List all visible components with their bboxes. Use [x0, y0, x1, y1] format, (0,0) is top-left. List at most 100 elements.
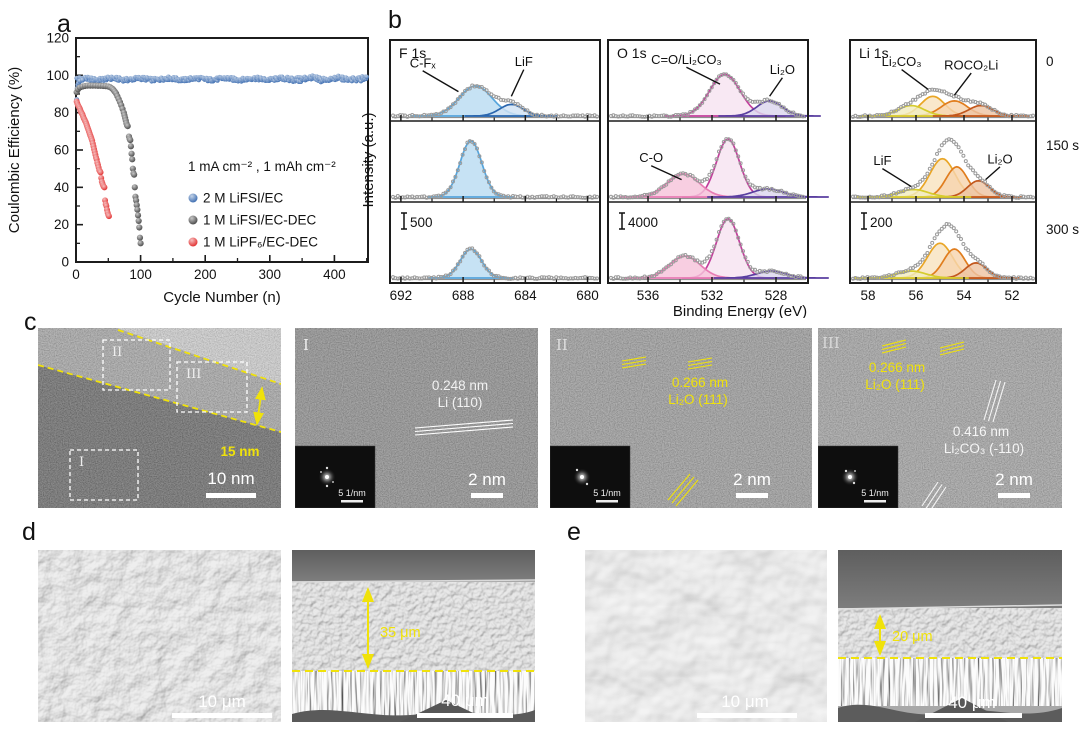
peak-annotation: Li₂CO₃ [882, 54, 922, 69]
svg-text:200: 200 [194, 267, 217, 282]
svg-text:52: 52 [1004, 288, 1019, 303]
scale-bar-label: 40 μm [948, 693, 996, 712]
svg-text:100: 100 [46, 68, 69, 83]
scale-bar-label: 2 nm [995, 470, 1033, 489]
svg-text:680: 680 [576, 288, 599, 303]
thickness-label: 20 μm [892, 629, 933, 645]
region-tag-i: I [79, 455, 84, 470]
columnar-band [838, 658, 1062, 706]
hrtem-region-i-image: I 0.248 nm Li (110) 5 1/nm 2 nm [295, 328, 538, 508]
svg-text:56: 56 [908, 288, 923, 303]
scale-bar-label: 10 μm [721, 692, 769, 711]
x-axis-label: Binding Energy (eV) [673, 303, 807, 318]
region-tag-iii: III [186, 367, 201, 382]
svg-text:400: 400 [323, 267, 346, 282]
sem-surface-e-image: 10 μm [585, 550, 827, 722]
deposit-band [292, 582, 535, 671]
scale-bar-label: 10 μm [198, 692, 246, 711]
svg-text:692: 692 [390, 288, 413, 303]
test-condition-annotation: 1 mA cm⁻² , 1 mAh cm⁻² [188, 159, 336, 174]
peak-annotation: LiF [515, 54, 533, 69]
svg-text:688: 688 [452, 288, 475, 303]
scale-bar-label: 40 μm [441, 691, 489, 710]
peak-annotation: Li₂O [770, 62, 795, 77]
legend-marker [188, 193, 198, 203]
fft-scale-label: 5 1/nm [593, 488, 621, 498]
panel-label-a: a [57, 10, 71, 38]
intensity-scale-label: 500 [410, 215, 433, 230]
scale-bar [925, 713, 1022, 718]
fft-inset: 5 1/nm [818, 445, 899, 508]
scale-bar [471, 493, 503, 498]
scale-bar [417, 713, 513, 718]
svg-text:536: 536 [637, 288, 660, 303]
dspacing-label: 0.248 nm [432, 378, 488, 393]
fft-scale-label: 5 1/nm [861, 488, 889, 498]
peak-annotation: C-Fₓ [410, 55, 437, 70]
svg-text:684: 684 [514, 288, 537, 303]
y-axis-label: Intensity (a.u.) [360, 112, 377, 207]
sputter-time-label: 0 [1046, 54, 1054, 69]
svg-text:0: 0 [61, 255, 69, 270]
spectrum-title: F 1s [399, 45, 426, 61]
svg-text:54: 54 [956, 288, 972, 303]
background-band [838, 550, 1062, 608]
region-tag: II [556, 336, 568, 354]
dspacing-li2co3-label: 0.416 nm [953, 424, 1009, 439]
xps-peak-LiF [464, 103, 558, 117]
tem-grain [38, 328, 281, 508]
tem-overview-image: II III I 15 nm 10 nm [38, 328, 281, 508]
dspacing-li2o-label: 0.266 nm [869, 360, 925, 375]
legend-label: 2 M LiFSI/EC [203, 191, 284, 206]
spectrum-title: Li 1s [859, 45, 889, 61]
region-tag: III [822, 334, 840, 352]
region-tag-ii: II [112, 345, 122, 360]
intensity-scale-label: 200 [870, 215, 893, 230]
panel-label-d: d [22, 518, 36, 546]
plane-label: Li₂O (111) [668, 392, 728, 407]
plane-label: Li (110) [438, 395, 483, 410]
scale-bar-label: 2 nm [733, 470, 771, 489]
sem-surface-d-image: 10 μm [38, 550, 281, 722]
svg-text:120: 120 [46, 31, 69, 46]
panel-label-e: e [567, 518, 581, 546]
panel-label-c: c [24, 308, 37, 336]
svg-text:60: 60 [54, 143, 69, 158]
lattice-fringe-marks [621, 356, 713, 507]
scale-bar [172, 713, 272, 718]
plot-frame [75, 37, 369, 263]
svg-text:0: 0 [72, 267, 80, 282]
lattice-fringe-marks-li2co3 [921, 379, 1006, 508]
thickness-arrow [253, 386, 266, 426]
scale-bar [697, 713, 797, 718]
peak-annotation: C=O/Li₂CO₃ [651, 52, 722, 67]
sem-texture [585, 550, 827, 722]
spectra-frame [389, 39, 601, 284]
scale-bar-label: 10 nm [207, 469, 254, 488]
spectrum-title: O 1s [617, 45, 647, 61]
legend-marker [188, 237, 198, 247]
sei-top-boundary-line [117, 329, 281, 385]
sputter-time-label: 300 s [1046, 222, 1079, 237]
sei-bottom-boundary-line [38, 364, 281, 433]
fft-inset: 5 1/nm [295, 445, 376, 508]
background-band [292, 550, 535, 581]
surface-edge-line [838, 604, 1062, 610]
svg-text:80: 80 [54, 105, 69, 120]
fft-inset: 5 1/nm [550, 445, 631, 508]
dspacing-label: 0.266 nm [672, 375, 728, 390]
svg-text:532: 532 [701, 288, 724, 303]
surface-edge-line [292, 579, 535, 583]
svg-text:300: 300 [259, 267, 282, 282]
deposit-band [838, 608, 1062, 658]
lattice-fringe-marks-li2o [881, 339, 965, 356]
plane-li2co3-label: Li₂CO₃ (-110) [944, 441, 1024, 456]
xps-peak-Li2O [718, 100, 821, 117]
hrtem-region-ii-image: II 0.266 nm Li₂O (111) 5 1/nm 2 nm [550, 328, 812, 508]
peak-annotation: LiF [873, 153, 891, 168]
xps-spectra-chart: C-Fₓ LiF 500 692 688 684 680 F 1s C=O/Li₂CO₃ Li₂O… [360, 39, 1079, 318]
sputter-time-label: 150 s [1046, 138, 1079, 153]
spectra-frame [849, 39, 1037, 284]
intensity-scale-label: 4000 [628, 215, 658, 230]
